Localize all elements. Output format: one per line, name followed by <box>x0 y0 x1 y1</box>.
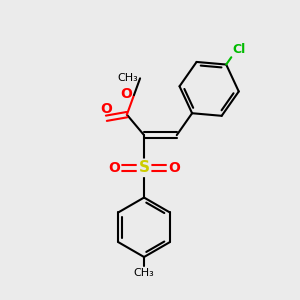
Text: O: O <box>168 161 180 175</box>
Text: CH₃: CH₃ <box>134 268 154 278</box>
Text: S: S <box>139 160 150 175</box>
Text: O: O <box>121 87 133 100</box>
Text: CH₃: CH₃ <box>118 73 139 83</box>
Text: Cl: Cl <box>233 43 246 56</box>
Text: O: O <box>100 102 112 116</box>
Text: O: O <box>108 161 120 175</box>
